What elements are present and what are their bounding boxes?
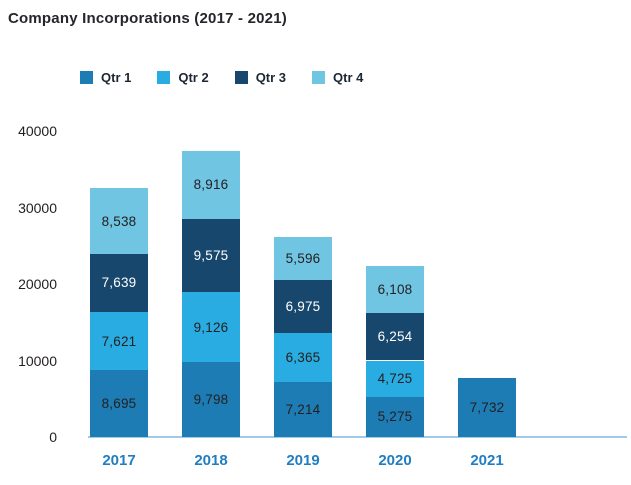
bar-segment: 6,975 [274, 279, 332, 334]
chart-legend: Qtr 1 Qtr 2 Qtr 3 Qtr 4 [80, 70, 363, 85]
legend-swatch [80, 71, 93, 84]
legend-label: Qtr 4 [333, 70, 364, 85]
y-axis-tick-label: 20000 [18, 276, 57, 292]
legend-item: Qtr 4 [312, 70, 363, 85]
y-axis-tick-label: 0 [49, 429, 57, 445]
bar-segment: 7,621 [90, 312, 148, 371]
y-axis-tick-label: 30000 [18, 199, 57, 216]
y-axis-tick-label: 10000 [18, 352, 57, 369]
bar-segment: 4,725 [366, 360, 424, 397]
bar-segment: 5,596 [274, 236, 332, 280]
legend-label: Qtr 2 [178, 70, 209, 85]
bar-segment-label: 6,108 [377, 281, 413, 297]
bar-segment-label: 9,575 [193, 248, 229, 264]
bar-segment: 8,538 [90, 188, 148, 254]
legend-label: Qtr 3 [255, 70, 287, 85]
bar-segment: 8,695 [90, 370, 148, 437]
x-axis-label: 2019 [286, 452, 320, 469]
y-axis-tick-label: 40000 [18, 123, 57, 139]
bar-segment-label: 7,214 [285, 401, 321, 417]
bar-segment: 9,575 [182, 218, 240, 293]
bar-segment-label: 5,275 [377, 409, 413, 425]
bar-segment-label: 8,916 [193, 177, 229, 193]
bar-segment-label: 9,798 [193, 392, 229, 407]
legend-item: Qtr 1 [80, 70, 131, 85]
legend-swatch [312, 71, 326, 84]
x-axis-label: 2020 [378, 452, 412, 469]
bar-segment-label: 9,126 [193, 319, 229, 335]
bar-segment-label: 7,732 [469, 399, 505, 415]
bar-segment-label: 6,254 [377, 329, 413, 345]
bar-segment: 6,365 [274, 333, 332, 382]
x-axis-line [88, 436, 627, 438]
legend-swatch [234, 71, 248, 84]
bar-segment: 9,126 [182, 292, 240, 363]
chart-title: Company Incorporations (2017 - 2021) [8, 10, 287, 27]
legend-item: Qtr 3 [234, 70, 287, 85]
bar-segment: 5,275 [366, 396, 424, 437]
bar-segment-label: 6,975 [285, 298, 321, 314]
bar-segment-label: 7,621 [101, 333, 137, 349]
bar-segment-label: 8,695 [101, 396, 137, 412]
bar-segment: 9,798 [182, 362, 240, 437]
legend-swatch [157, 71, 171, 84]
bar-segment: 7,639 [90, 253, 148, 313]
x-axis-label: 2017 [102, 452, 136, 469]
bar-segment-label: 7,639 [101, 275, 137, 291]
bar-segment: 7,214 [274, 381, 332, 437]
bar-segment: 7,732 [458, 377, 516, 437]
legend-label: Qtr 1 [101, 70, 132, 85]
bar-segment-label: 4,725 [377, 371, 413, 387]
bar-segment: 8,916 [182, 150, 240, 219]
bar-segment-label: 6,365 [285, 349, 321, 365]
x-axis-label: 2021 [470, 452, 504, 469]
bar-segment: 6,254 [366, 312, 424, 361]
bar-segment-label: 5,596 [285, 250, 321, 266]
legend-item: Qtr 2 [157, 70, 209, 85]
bar-segment-label: 8,538 [101, 213, 137, 229]
bar-segment: 6,108 [366, 265, 424, 313]
x-axis-label: 2018 [194, 452, 228, 469]
